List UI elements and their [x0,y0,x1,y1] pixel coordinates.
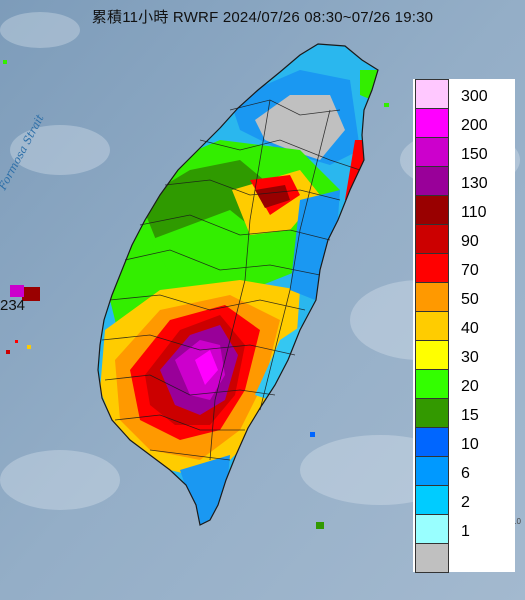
corner-value-label: 10 [512,517,521,526]
legend-swatch [415,195,449,225]
legend-label: 150 [461,146,488,163]
legend-swatch [415,166,449,196]
legend-swatch [415,456,449,486]
outlying-islands [3,60,389,529]
legend-swatch [415,340,449,370]
legend-swatch [415,514,449,544]
legend-swatch [415,398,449,428]
legend-swatch [415,79,449,109]
legend-swatch [415,224,449,254]
legend-label: 300 [461,88,488,105]
legend-label: 50 [461,291,479,308]
legend-label: 2 [461,494,470,511]
legend-swatch [415,137,449,167]
map-title: 累積11小時 RWRF 2024/07/26 08:30~07/26 19:30 [91,9,434,26]
legend-swatch [415,311,449,341]
legend-label: 30 [461,349,479,366]
boundaries [101,99,361,461]
legend-swatch [415,253,449,283]
legend-label: 70 [461,262,479,279]
legend-swatch [415,108,449,138]
rainfall-legend: 300 200 150 130 110 90 70 50 40 30 20 15 10 6 2 1 [413,79,515,573]
legend-label: 200 [461,117,488,134]
legend-swatch [415,282,449,312]
legend-label: 40 [461,320,479,337]
legend-swatch [415,543,449,573]
legend-label: 20 [461,378,479,395]
legend-label: 6 [461,465,470,482]
legend-swatch [415,485,449,515]
legend-label: 110 [461,204,487,221]
legend-swatch [415,369,449,399]
legend-label: 10 [461,436,479,453]
legend-label: 90 [461,233,479,250]
legend-label: 1 [461,523,470,540]
legend-label: 130 [461,175,488,192]
legend-label: 15 [461,407,479,424]
legend-swatch [415,427,449,457]
offscreen-value-label: 234 [0,297,26,314]
